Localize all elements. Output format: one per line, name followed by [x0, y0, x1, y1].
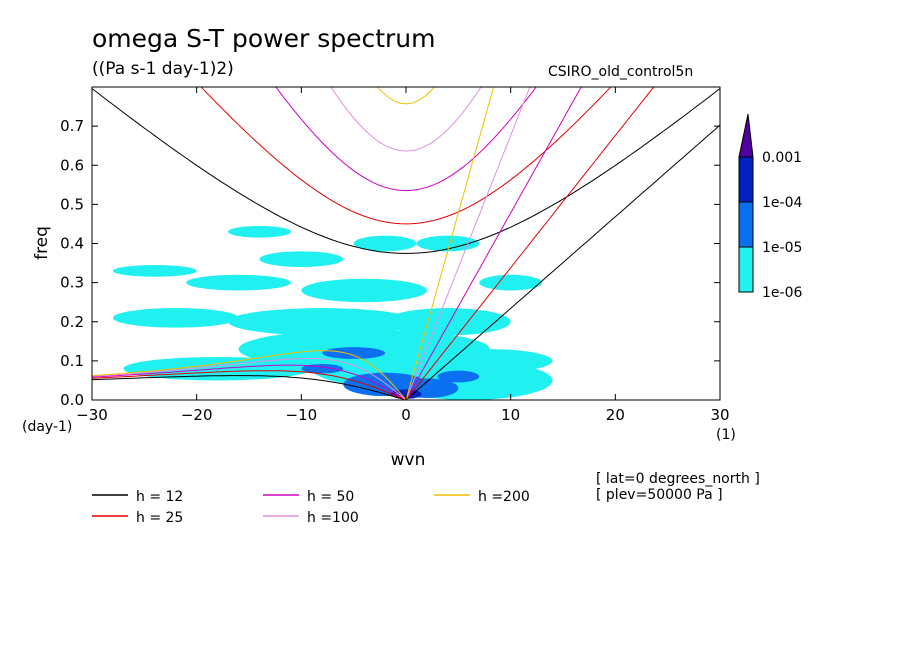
- y-tick-label: 0.3: [60, 274, 84, 292]
- dispersion-kelvin-h50: [405, 87, 582, 400]
- y-tick-label: 0.0: [60, 391, 84, 409]
- contour-blob-1e-06-6: [385, 308, 511, 336]
- x-tick-label: 30: [710, 406, 729, 424]
- dispersion-rossby1-h50: [92, 364, 407, 400]
- contour-blob-1e-06-5: [228, 308, 417, 336]
- dispersion-kelvin-h100: [405, 87, 531, 400]
- y-tick-label: 0.5: [60, 195, 84, 213]
- colorbar-label: 1e-05: [762, 240, 802, 256]
- chart-title: omega S-T power spectrum: [92, 24, 436, 53]
- y-tick-label: 0.6: [60, 156, 84, 174]
- plot-area: −30 −20 −10 0 10 20 30 0.00.10.20.30.40.50.60.…: [60, 86, 730, 424]
- colorbar-label: 0.001: [762, 150, 802, 166]
- y-tick-label: 0.2: [60, 313, 84, 331]
- run-label: CSIRO_old_control5n: [548, 64, 693, 80]
- contour-blob-1e-06-8: [186, 274, 291, 291]
- contour-blob-1e-06-7: [301, 278, 427, 303]
- colorbar-arrow: [738, 113, 754, 158]
- annotation-plev: [ plev=50000 Pa ]: [596, 487, 723, 503]
- legend-label: h = 25: [136, 510, 183, 526]
- x-tick-label: 20: [606, 406, 625, 424]
- dispersion-rossby1-h100: [92, 358, 407, 400]
- y-tick-label: 0.7: [60, 117, 84, 135]
- legend-label: h =200: [478, 489, 530, 505]
- dispersion-rossby1-h25: [92, 370, 407, 400]
- x-tick-label: −10: [286, 406, 318, 424]
- colorbar: 0.001 1e-04 1e-05 1e-06: [738, 113, 802, 301]
- contour-blob-1e-06-11: [353, 235, 417, 252]
- dispersion-curves: [92, 87, 720, 400]
- x-tick-label: 10: [501, 406, 520, 424]
- chart-subtitle: ((Pa s-1 day-1)2): [92, 59, 234, 79]
- x-axis-ticks: −30 −20 −10 0 10 20 30: [76, 87, 730, 424]
- colorbar-segment: [738, 201, 754, 248]
- x-axis-label: wvn: [391, 450, 426, 470]
- y-unit-label: (day-1): [22, 419, 72, 435]
- dispersion-rossby1-h200: [92, 350, 407, 400]
- legend: h = 12 h = 25 h = 50 h =100 h =200: [92, 489, 530, 526]
- colorbar-label: 1e-04: [762, 195, 802, 211]
- x-unit-label: (1): [716, 427, 736, 443]
- dispersion-ig1-h25: [200, 87, 612, 225]
- contour-blob-1e-06-4: [112, 308, 239, 328]
- y-tick-label: 0.1: [60, 352, 84, 370]
- contour-blob-1e-06-9: [112, 265, 197, 277]
- legend-label: h = 12: [136, 489, 183, 505]
- colorbar-segment: [738, 246, 754, 293]
- dispersion-kelvin-h25: [405, 87, 655, 400]
- x-tick-label: 0: [401, 406, 411, 424]
- colorbar-segment: [738, 156, 754, 203]
- contour-blob-1e-05-3: [437, 370, 480, 383]
- contour-blob-1e-05-2: [322, 347, 386, 359]
- contour-blob-1e-06-13: [479, 274, 543, 291]
- contour-blob-1e-06-12: [426, 349, 553, 373]
- dispersion-kelvin-h200: [405, 87, 495, 400]
- y-tick-label: 0.4: [60, 235, 84, 253]
- dispersion-rossby1-h12: [92, 375, 407, 400]
- y-axis-label: freq: [32, 226, 52, 260]
- dispersion-ig1-h50: [275, 87, 537, 192]
- legend-label: h =100: [307, 510, 359, 526]
- x-tick-label: −30: [76, 406, 108, 424]
- dispersion-kelvin-h12: [405, 124, 720, 400]
- colorbar-label: 1e-06: [762, 285, 802, 301]
- legend-label: h = 50: [307, 489, 354, 505]
- contour-blob-1e-06-15: [416, 235, 480, 252]
- dispersion-ig1-h200: [377, 87, 435, 105]
- dispersion-ig1-h12: [92, 88, 720, 254]
- dispersion-ig1-h100: [330, 87, 482, 152]
- contour-blob-1e-06-10: [259, 251, 344, 267]
- contour-blob-1e-06-14: [228, 225, 291, 238]
- annotation-lat: [ lat=0 degrees_north ]: [596, 471, 760, 487]
- y-axis-ticks: 0.0 0.1 0.2 0.3 0.4 0.5 0.6 0.7: [60, 117, 720, 409]
- x-tick-label: −20: [181, 406, 213, 424]
